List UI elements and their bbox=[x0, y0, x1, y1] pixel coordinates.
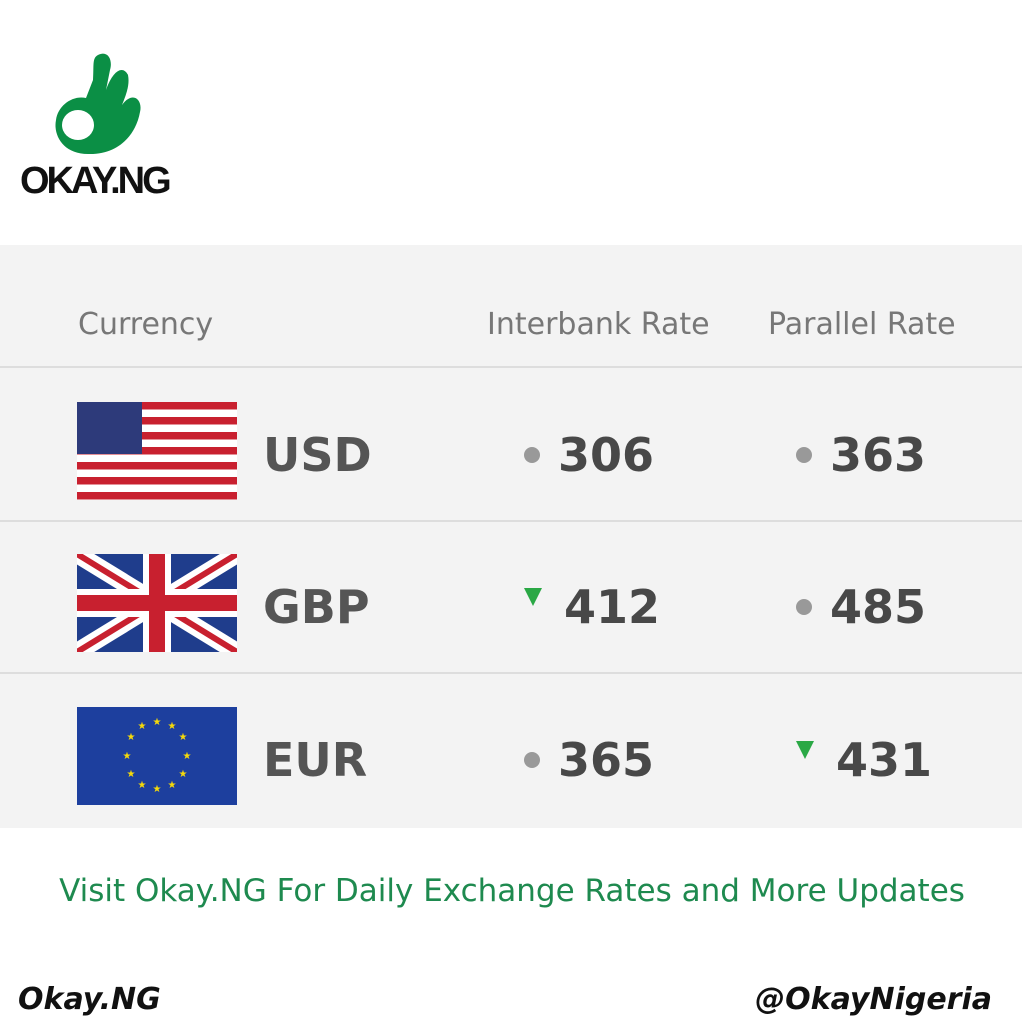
footer-site: Okay.NG bbox=[18, 982, 161, 1017]
header-parallel: Parallel Rate bbox=[768, 307, 956, 342]
footer-handle: @OkayNigeria bbox=[755, 982, 992, 1017]
parallel-rate: 431 bbox=[836, 733, 933, 787]
us-flag-icon bbox=[77, 402, 237, 500]
svg-text:★: ★ bbox=[153, 717, 162, 728]
interbank-rate: 365 bbox=[558, 733, 655, 787]
interbank-rate: 412 bbox=[564, 580, 661, 634]
parallel-rate: 485 bbox=[830, 580, 927, 634]
svg-text:★: ★ bbox=[179, 769, 188, 780]
unchanged-dot-icon bbox=[524, 446, 540, 463]
svg-text:★: ★ bbox=[168, 780, 177, 791]
table-row: USD 306 363 bbox=[0, 370, 1022, 522]
header-currency: Currency bbox=[78, 307, 214, 342]
svg-text:★: ★ bbox=[168, 721, 177, 732]
svg-text:★: ★ bbox=[127, 732, 136, 743]
unchanged-dot-icon bbox=[796, 598, 812, 615]
unchanged-dot-icon bbox=[796, 446, 812, 463]
exchange-rate-table: Currency Interbank Rate Parallel Rate US… bbox=[0, 245, 1022, 828]
parallel-rate: 363 bbox=[830, 428, 927, 482]
svg-text:★: ★ bbox=[153, 784, 162, 795]
eu-flag-icon: ★ ★★★★★★★★★★★ bbox=[77, 707, 237, 805]
currency-code: GBP bbox=[263, 580, 370, 634]
svg-text:★: ★ bbox=[179, 732, 188, 743]
interbank-rate: 306 bbox=[558, 428, 655, 482]
table-row: GBP 412 485 bbox=[0, 522, 1022, 674]
unchanged-dot-icon bbox=[524, 751, 540, 768]
header-interbank: Interbank Rate bbox=[487, 307, 710, 342]
table-header: Currency Interbank Rate Parallel Rate bbox=[0, 245, 1022, 368]
call-to-action: Visit Okay.NG For Daily Exchange Rates a… bbox=[59, 873, 965, 909]
logo-text: OKAY.NG bbox=[20, 160, 172, 202]
svg-text:★: ★ bbox=[127, 769, 136, 780]
uk-flag-icon bbox=[77, 554, 237, 652]
svg-text:★: ★ bbox=[123, 751, 132, 762]
down-arrow-icon bbox=[524, 587, 542, 606]
svg-text:★: ★ bbox=[138, 721, 147, 732]
svg-text:★: ★ bbox=[138, 780, 147, 791]
currency-code: EUR bbox=[263, 733, 368, 787]
okay-hand-logo-icon bbox=[55, 53, 141, 155]
down-arrow-icon bbox=[796, 740, 814, 759]
svg-text:★: ★ bbox=[183, 751, 192, 762]
table-row: ★ ★ ★ ★ ★ ★ ★ ★ ★ ★ ★ ★ EUR 365 431 bbox=[0, 675, 1022, 827]
currency-code: USD bbox=[263, 428, 372, 482]
